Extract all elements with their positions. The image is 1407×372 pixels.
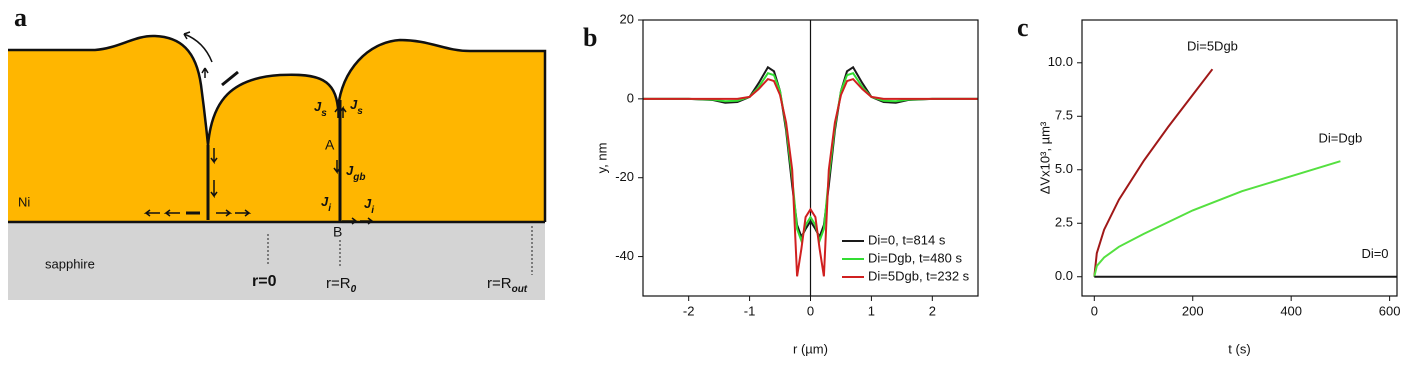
x-tick-label: 600 <box>1379 303 1401 318</box>
y-tick-label: 7.5 <box>1055 108 1073 123</box>
surface <box>8 34 547 222</box>
flux-label: Ji <box>364 196 374 216</box>
x-axis-label: t (s) <box>1228 341 1250 356</box>
y-tick-label: 2.5 <box>1055 215 1073 230</box>
plot-frame <box>1081 19 1398 297</box>
y-tick-label: 20 <box>620 11 634 26</box>
panel-label: b <box>583 23 597 52</box>
y-tick-label: -20 <box>615 169 634 184</box>
y-tick-label: 5.0 <box>1055 161 1073 176</box>
legend-label: Di=Dgb, t=480 s <box>868 250 962 265</box>
x-tick-label: 0 <box>1091 303 1098 318</box>
panel-a: a Ni sapphire A B r=0 r=R0 r=Rout Js Js <box>8 3 547 300</box>
legend-label: Di=0, t=814 s <box>868 232 946 247</box>
panel-label: a <box>14 3 27 32</box>
x-tick-label: -2 <box>683 303 695 318</box>
position-label: r=R0 <box>326 275 357 295</box>
point-label: B <box>333 224 342 240</box>
x-tick-label: 2 <box>929 303 936 318</box>
flux-label: Js <box>314 99 327 119</box>
substrate <box>8 222 545 300</box>
position-label: r=0 <box>252 273 277 290</box>
series-label: Di=5Dgb <box>1187 39 1238 54</box>
flux-label: Jgb <box>346 163 365 183</box>
x-axis-label: r (µm) <box>793 341 828 356</box>
x-tick-label: 1 <box>868 303 875 318</box>
y-tick-label: -40 <box>615 248 634 263</box>
y-axis-label: ΔVx10³, µm³ <box>1037 121 1052 194</box>
y-tick-label: 0.0 <box>1055 268 1073 283</box>
series-line <box>1093 160 1341 277</box>
legend-label: Di=5Dgb, t=232 s <box>868 268 970 283</box>
film <box>8 35 545 222</box>
x-tick-label: 400 <box>1280 303 1302 318</box>
flux-label: Ji <box>321 194 331 214</box>
x-tick-label: 200 <box>1182 303 1204 318</box>
position-label: r=Rout <box>487 275 528 295</box>
y-tick-label: 10.0 <box>1048 54 1073 69</box>
x-tick-label: -1 <box>744 303 756 318</box>
point-label: A <box>325 137 335 153</box>
arrows <box>143 31 375 225</box>
series-label: Di=Dgb <box>1319 131 1363 146</box>
markers <box>267 226 533 275</box>
flux-label: Js <box>350 97 363 117</box>
y-axis-label: y, nm <box>594 143 609 174</box>
x-tick-label: 0 <box>807 303 814 318</box>
plot-frame <box>642 19 979 297</box>
series-line <box>1093 68 1214 277</box>
y-tick-label: 0 <box>627 90 634 105</box>
substrate-label: sapphire <box>45 256 95 271</box>
series-line <box>643 77 978 277</box>
panel-label: c <box>1017 13 1029 42</box>
series-label: Di=0 <box>1361 246 1388 261</box>
material-label: Ni <box>18 194 30 209</box>
